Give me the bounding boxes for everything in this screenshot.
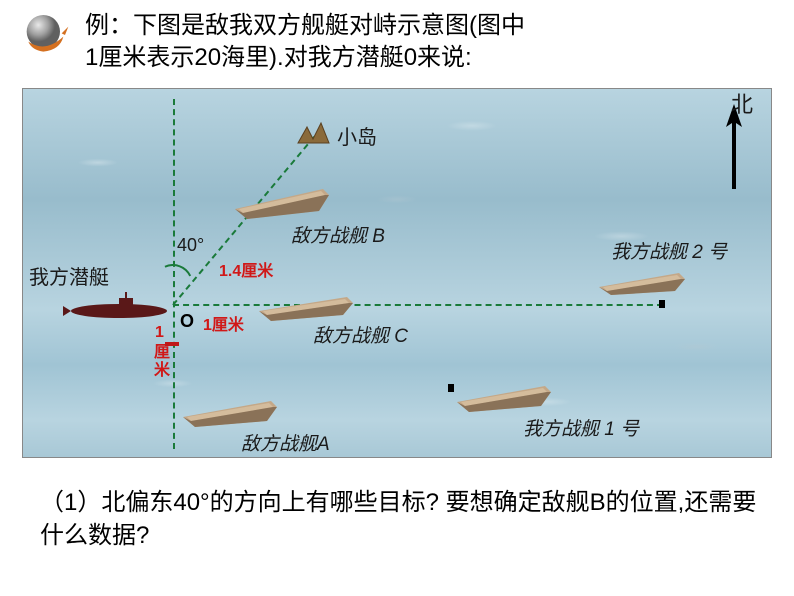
distance-ob: 1.4厘米 [219, 257, 273, 281]
problem-statement: 例：下图是敌我双方舰艇对峙示意图(图中 1厘米表示20海里).对我方潜艇0来说: [85, 10, 774, 75]
example-prefix: 例： [85, 12, 133, 39]
distance-oc: 1厘米 [203, 311, 244, 335]
ally-2-label: 我方战舰 2 号 [611, 237, 727, 264]
enemy-c-label: 敌方战舰 C [313, 321, 408, 348]
red-tick [165, 342, 179, 346]
island-icon [293, 121, 333, 150]
header-line1: 下图是敌我双方舰艇对峙示意图(图中 [133, 12, 525, 39]
submarine [63, 292, 171, 325]
origin-label: O [180, 311, 194, 332]
enemy-b-label: 敌方战舰 B [291, 221, 385, 248]
header-line2: 1厘米表示20海里).对我方潜艇0来说: [85, 44, 472, 71]
submarine-label: 我方潜艇 [29, 261, 109, 290]
naval-diagram: 40° 北 O 我方潜艇 小岛 敌方战舰 B [22, 88, 772, 458]
north-label: 北 [731, 88, 753, 119]
ally-ship-2 [593, 261, 693, 306]
enemy-a-label: 敌方战舰A [241, 429, 330, 456]
east-axis [173, 304, 663, 306]
island-label: 小岛 [337, 121, 377, 150]
globe-icon [20, 10, 70, 60]
ally-1-label: 我方战舰 1 号 [523, 414, 639, 441]
distance-oa: 1厘米 [147, 324, 171, 379]
angle-label: 40° [177, 235, 204, 256]
question-text: （1）北偏东40°的方向上有哪些目标? 要想确定敌舰B的位置,还需要什么数据? [0, 458, 794, 553]
axis-endpoint-marker [659, 300, 665, 308]
marker-ally1 [448, 384, 454, 392]
